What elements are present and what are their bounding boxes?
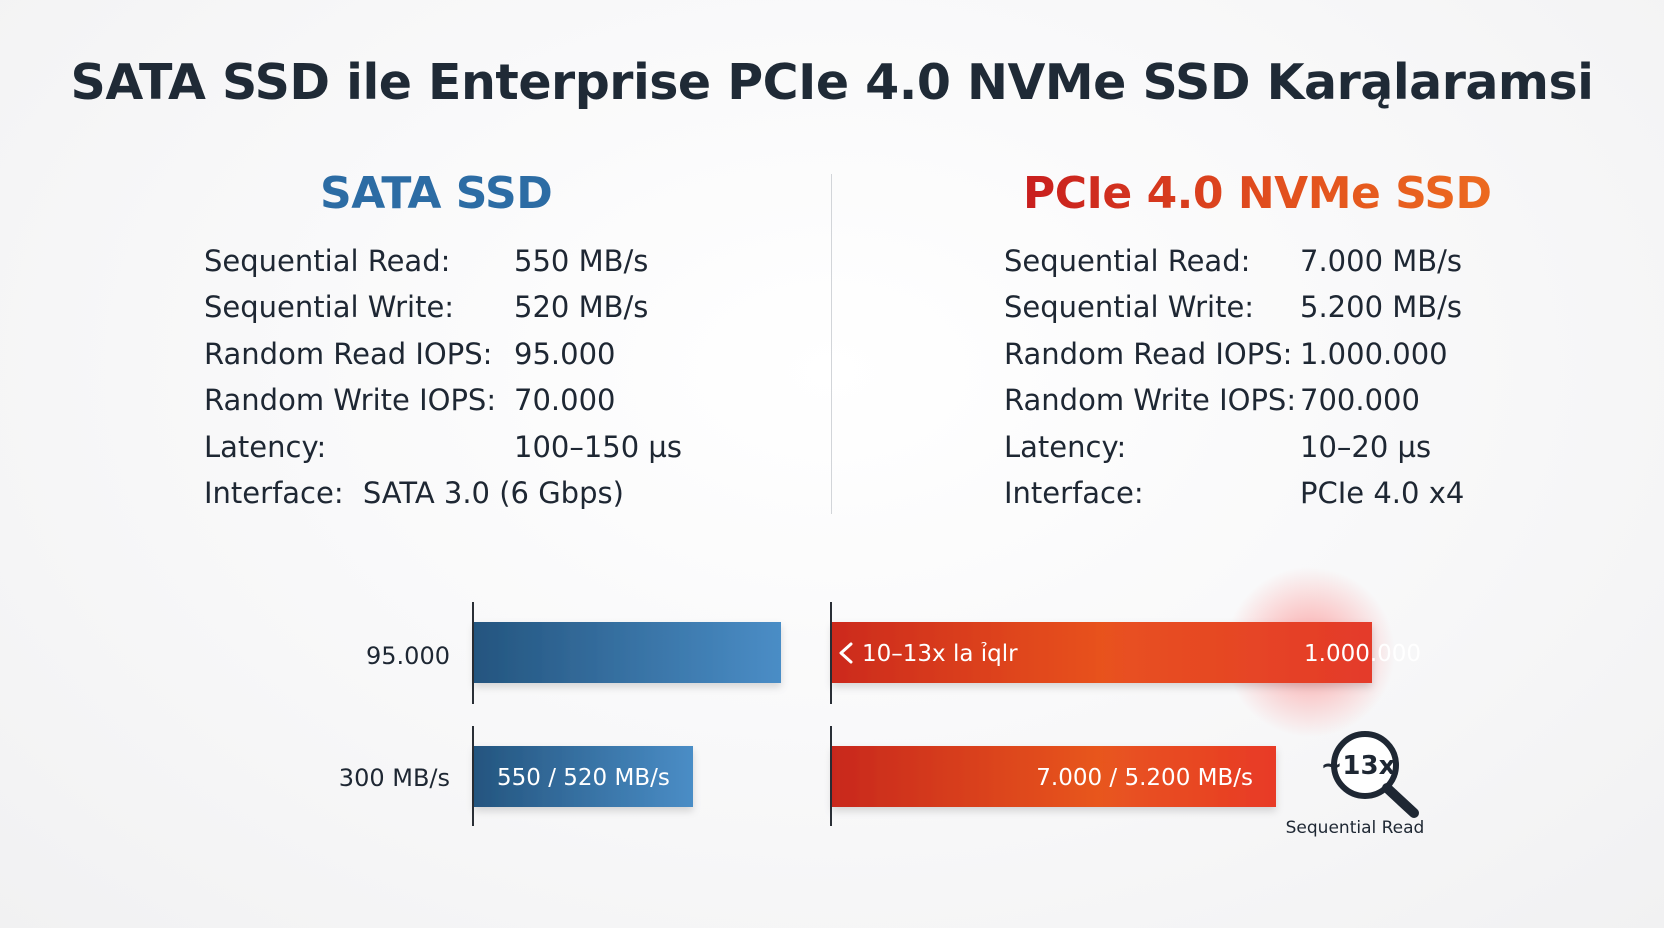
spec-row: Random Write IOPS: 70.000 [204, 377, 624, 423]
spec-label: Random Read IOPS: [1004, 336, 1293, 371]
magnifier-icon [1331, 731, 1419, 818]
nvme-iops-inner-label: 10–13x la ỉqlr [862, 641, 1018, 667]
spec-value: 70.000 [514, 383, 616, 418]
spec-value: 520 MB/s [514, 290, 649, 325]
spec-row: Latency: 100–150 µs [204, 424, 682, 470]
spec-label: Interface: [204, 475, 344, 510]
sata-spec-list: Sequential Read: 550 MB/s Sequential Wri… [204, 238, 682, 516]
spec-value: 95.000 [514, 336, 616, 371]
sata-sequential-bar [474, 746, 693, 807]
spec-row: Sequential Read: 550 MB/s [204, 238, 648, 284]
spec-value: SATA 3.0 (6 Gbps) [362, 475, 624, 510]
spec-label: Interface: [1004, 475, 1144, 510]
nvme-iops-value-label: 1.000.000 [1304, 641, 1421, 667]
spec-label: Latency: [204, 429, 327, 464]
spec-value: 100–150 µs [514, 429, 682, 464]
speedup-badge: ~13x [1321, 751, 1396, 781]
spec-row: Random Read IOPS: 1.000.000 [1004, 331, 1448, 377]
spec-label: Sequential Write: [1004, 290, 1255, 325]
column-divider [831, 174, 832, 514]
spec-value: 5.200 MB/s [1300, 290, 1463, 325]
spec-row: Latency: 10–20 µs [1004, 424, 1431, 470]
row-label-iops: 95.000 [366, 642, 450, 670]
spec-row: Sequential Read: 7.000 MB/s [1004, 238, 1462, 284]
spec-label: Sequential Read: [1004, 244, 1251, 278]
spec-value: 700.000 [1300, 383, 1420, 418]
spec-label: Random Read IOPS: [204, 336, 493, 371]
sata-sequential-label: 550 / 520 MB/s [497, 765, 670, 791]
chevron-left-icon [839, 642, 853, 664]
spec-label: Sequential Read: [204, 244, 451, 278]
nvme-heading: PCIe 4.0 NVMe SSD [1023, 168, 1492, 219]
spec-value: 550 MB/s [514, 244, 649, 278]
spec-value: 1.000.000 [1300, 336, 1448, 371]
spec-value: 10–20 µs [1300, 429, 1432, 464]
sata-heading: SATA SSD [320, 168, 553, 219]
spec-value: PCIe 4.0 x4 [1300, 475, 1465, 510]
nvme-sequential-bar [832, 746, 1276, 807]
speedup-caption: Sequential Read [1286, 818, 1425, 838]
nvme-spec-list: Sequential Read: 7.000 MB/s Sequential W… [1004, 238, 1464, 516]
page-title: SATA SSD ile Enterprise PCIe 4.0 NVMe SS… [70, 54, 1594, 111]
sata-iops-bar [474, 622, 781, 683]
spec-label: Random Write IOPS: [1004, 383, 1297, 418]
spec-row: Random Write IOPS: 700.000 [1004, 377, 1420, 423]
nvme-iops-bar [832, 622, 1372, 683]
spec-row: Interface: PCIe 4.0 x4 [1004, 470, 1464, 516]
spec-row: Sequential Write: 520 MB/s [204, 284, 648, 330]
spec-label: Random Write IOPS: [204, 383, 497, 418]
row-label-sequential: 300 MB/s [339, 764, 450, 792]
spec-label: Latency: [1004, 429, 1127, 464]
nvme-sequential-label: 7.000 / 5.200 MB/s [1036, 765, 1253, 791]
spec-value: 7.000 MB/s [1300, 244, 1463, 278]
spec-label: Sequential Write: [204, 290, 455, 325]
spec-row: Sequential Write: 5.200 MB/s [1004, 284, 1462, 330]
spec-row: Interface: SATA 3.0 (6 Gbps) [204, 470, 624, 516]
spec-row: Random Read IOPS: 95.000 [204, 331, 624, 377]
